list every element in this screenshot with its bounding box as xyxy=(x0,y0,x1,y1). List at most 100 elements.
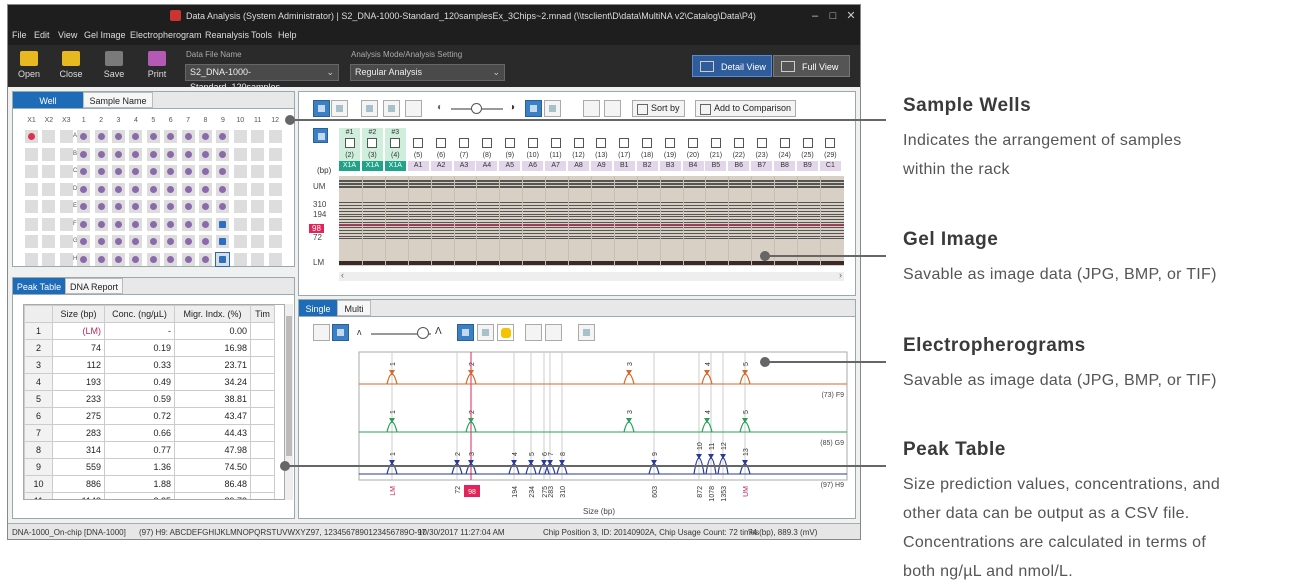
menu-electropherogram[interactable]: Electropherogram xyxy=(130,30,202,40)
well-empty[interactable] xyxy=(42,130,56,143)
col-conc[interactable]: Conc. (ng/µL) xyxy=(104,305,175,323)
menu-help[interactable]: Help xyxy=(278,30,297,40)
minimize-icon[interactable]: – xyxy=(811,10,819,22)
lane-checkbox[interactable] xyxy=(527,138,538,148)
contrast-slider-thumb[interactable] xyxy=(471,103,482,114)
well-sample[interactable] xyxy=(129,182,143,196)
gel-lane-header[interactable]: (8) A4 xyxy=(476,128,498,171)
menu-view[interactable]: View xyxy=(58,30,78,40)
gel-lane-header[interactable]: (22) B6 xyxy=(728,128,750,171)
gel-copy-button[interactable] xyxy=(405,100,422,117)
well-sample[interactable] xyxy=(112,235,125,248)
table-row[interactable]: 2 74 0.19 16.98 xyxy=(24,339,275,357)
lane-checkbox[interactable] xyxy=(367,138,378,148)
lane-checkbox[interactable] xyxy=(619,138,630,148)
well-sample[interactable] xyxy=(164,165,178,178)
well-empty[interactable] xyxy=(268,147,282,161)
well-empty[interactable] xyxy=(251,235,265,248)
table-row[interactable]: 1 (LM) -0.00 xyxy=(24,322,275,340)
gel-lock-button[interactable] xyxy=(313,128,328,143)
well-sample[interactable] xyxy=(77,235,91,248)
well-sample[interactable] xyxy=(146,252,160,266)
well-empty[interactable] xyxy=(59,235,73,248)
gel-lane-header[interactable]: (24) B8 xyxy=(774,128,796,171)
well-selected[interactable] xyxy=(215,251,231,267)
full-view-button[interactable]: Full View xyxy=(773,55,850,77)
well-empty[interactable] xyxy=(233,217,247,231)
well-sample[interactable] xyxy=(94,235,108,248)
ep-sync-button[interactable] xyxy=(578,324,595,341)
well-empty[interactable] xyxy=(25,147,38,161)
well-sample[interactable] xyxy=(199,200,212,213)
gel-lane-header[interactable]: (29) C1 xyxy=(819,128,841,171)
well-sample[interactable] xyxy=(164,217,178,231)
well-ladder[interactable] xyxy=(25,130,38,143)
well-empty[interactable] xyxy=(251,217,265,231)
well-sample[interactable] xyxy=(181,130,195,143)
well-sample[interactable] xyxy=(129,165,143,178)
well-empty[interactable] xyxy=(268,252,282,266)
well-sample[interactable] xyxy=(129,200,143,213)
well-empty[interactable] xyxy=(233,252,247,266)
tab-dna-report[interactable]: DNA Report xyxy=(65,278,123,294)
well-sample[interactable] xyxy=(199,182,212,196)
well-empty[interactable] xyxy=(268,200,282,213)
well-sample[interactable] xyxy=(181,252,195,266)
well-sample[interactable] xyxy=(181,200,195,213)
tab-well[interactable]: Well xyxy=(13,92,83,108)
lane-checkbox[interactable] xyxy=(573,138,584,148)
gel-lane-header[interactable]: (19) B3 xyxy=(659,128,681,171)
menu-reanalysis[interactable]: Reanalysis xyxy=(205,30,250,40)
well-empty[interactable] xyxy=(251,147,265,161)
well-selected[interactable] xyxy=(216,217,230,231)
close-icon[interactable]: ✕ xyxy=(846,10,856,22)
well-sample[interactable] xyxy=(112,165,125,178)
well-empty[interactable] xyxy=(59,147,73,161)
well-empty[interactable] xyxy=(25,182,38,196)
close-button[interactable]: Close xyxy=(54,48,88,79)
well-sample[interactable] xyxy=(181,182,195,196)
well-empty[interactable] xyxy=(25,165,38,178)
lane-checkbox[interactable] xyxy=(733,138,744,148)
well-empty[interactable] xyxy=(233,235,247,248)
tab-peak-table[interactable]: Peak Table xyxy=(13,278,65,294)
well-sample[interactable] xyxy=(94,182,108,196)
print-button[interactable]: Print xyxy=(140,48,174,79)
gel-lane-header[interactable]: (9) A5 xyxy=(499,128,521,171)
lane-checkbox[interactable] xyxy=(688,138,698,148)
well-empty[interactable] xyxy=(59,252,73,266)
gel-lane-header[interactable]: (17) B1 xyxy=(613,128,635,171)
well-empty[interactable] xyxy=(25,217,38,231)
lane-checkbox[interactable] xyxy=(665,138,676,148)
well-empty[interactable] xyxy=(268,182,282,196)
well-empty[interactable] xyxy=(268,130,282,143)
ep-disabled-button-1[interactable] xyxy=(525,324,542,341)
well-sample[interactable] xyxy=(199,130,212,143)
well-empty[interactable] xyxy=(268,217,282,231)
well-empty[interactable] xyxy=(233,182,247,196)
ep-select-button[interactable] xyxy=(477,324,494,341)
well-sample[interactable] xyxy=(94,130,108,143)
analysis-mode-select[interactable]: Regular Analysis ⌄ xyxy=(350,64,505,81)
gel-mode-button-1[interactable] xyxy=(313,100,330,117)
gel-disabled-button-2[interactable] xyxy=(604,100,621,117)
tab-sample-name[interactable]: Sample Name xyxy=(83,92,153,108)
well-sample[interactable] xyxy=(181,217,195,231)
well-empty[interactable] xyxy=(25,252,38,266)
gel-lane-header[interactable]: (13) A9 xyxy=(590,128,612,171)
lane-checkbox[interactable] xyxy=(459,138,469,148)
ep-zoom-slider-thumb[interactable] xyxy=(417,327,429,339)
well-sample[interactable] xyxy=(129,147,143,161)
save-button[interactable]: Save xyxy=(97,48,131,79)
well-empty[interactable] xyxy=(233,200,247,213)
table-row[interactable]: 10 886 1.88 86.48 xyxy=(24,475,275,493)
well-sample[interactable] xyxy=(77,147,91,161)
gel-lane-header[interactable]: #3 (4) X1A xyxy=(384,128,406,171)
gel-lane-header[interactable]: (21) B5 xyxy=(705,128,727,171)
well-sample[interactable] xyxy=(199,165,212,178)
lane-checkbox[interactable] xyxy=(710,138,721,148)
well-sample[interactable] xyxy=(77,252,91,266)
sort-by-button[interactable]: Sort by xyxy=(632,100,685,117)
well-sample[interactable] xyxy=(77,200,91,213)
gel-lane-header[interactable]: (5) A1 xyxy=(407,128,429,171)
